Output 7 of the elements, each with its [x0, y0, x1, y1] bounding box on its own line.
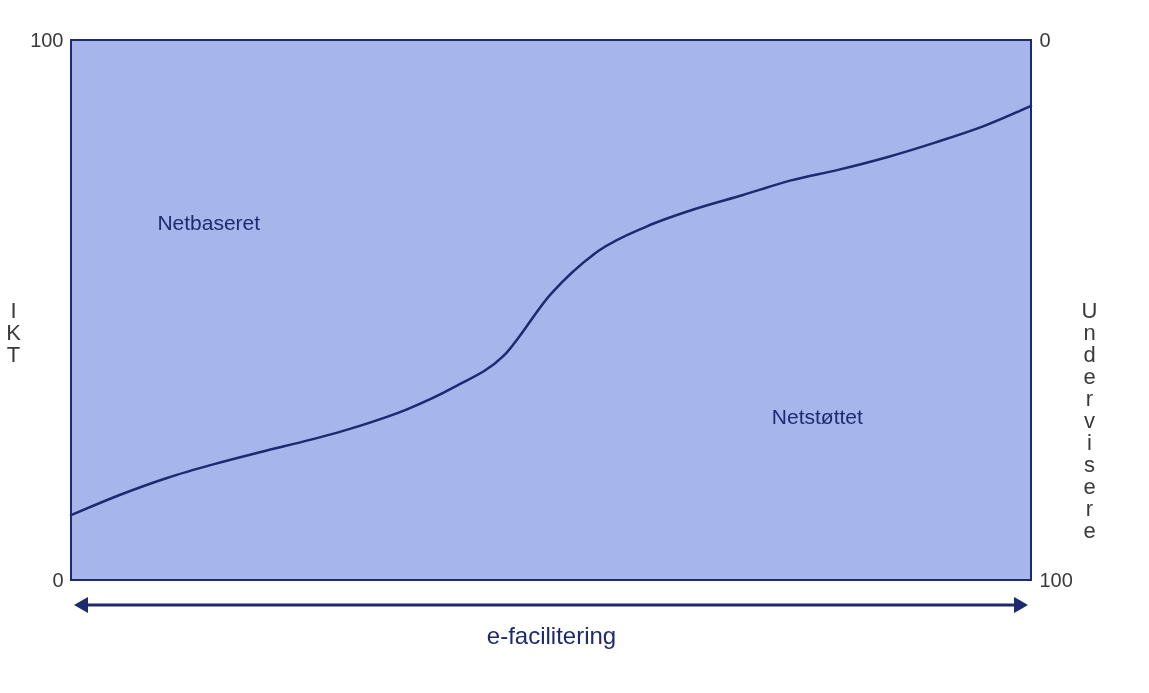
text: Undervisere	[1081, 297, 1098, 543]
y2-tick-label: 0	[1039, 28, 1051, 51]
x-axis-title: e-facilitering	[486, 621, 617, 649]
annotation: Netstøttet	[771, 405, 863, 428]
y-axis-title: IKT	[6, 297, 22, 367]
y2-tick-label: 100	[1039, 568, 1073, 591]
annotation: Netbaseret	[157, 210, 261, 234]
